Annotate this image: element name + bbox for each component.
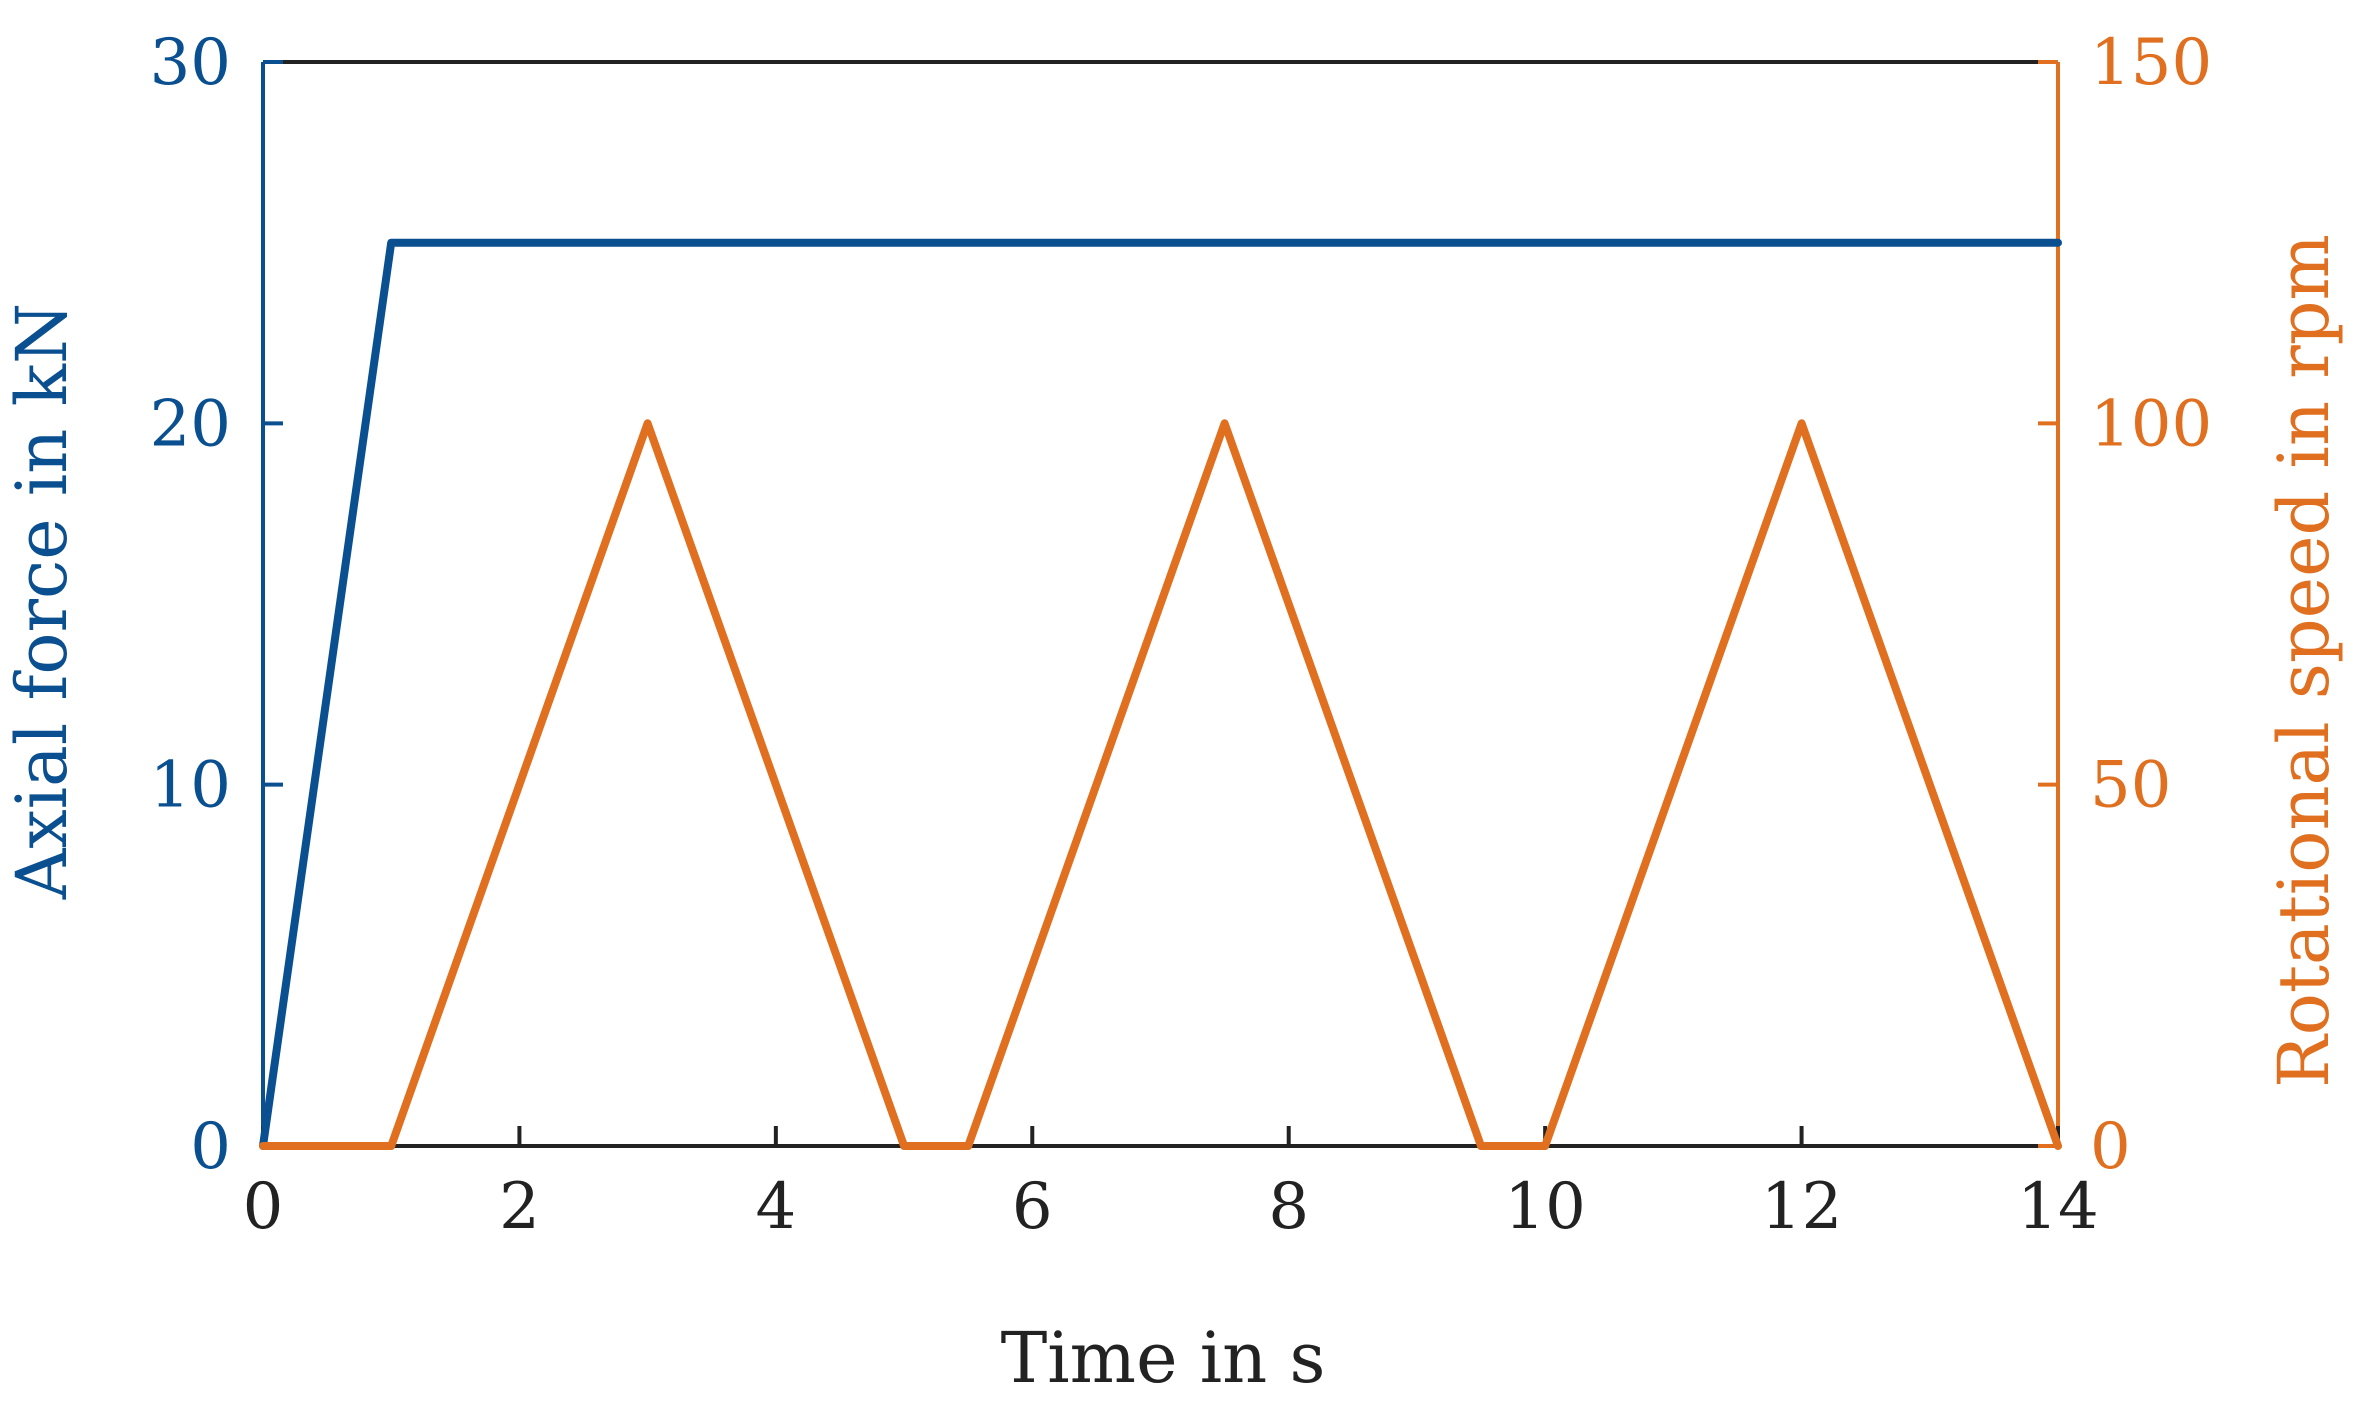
x-tick-label: 6 <box>1012 1170 1053 1244</box>
x-axis-ticks: 0 2 4 6 8 10 12 14 <box>243 1126 2099 1244</box>
left-y-tick-label: 10 <box>150 749 231 823</box>
right-y-axis-ticks: 0 50 100 150 <box>2038 26 2212 1184</box>
rotational-speed-line <box>259 419 2062 1150</box>
x-tick-label: 14 <box>2017 1170 2098 1244</box>
right-y-axis-label: Rotational speed in rpm <box>2263 234 2345 1088</box>
series-lines <box>259 238 2062 1150</box>
right-y-tick-label: 0 <box>2090 1110 2131 1184</box>
left-y-tick-label: 20 <box>150 387 231 461</box>
right-y-tick-label: 100 <box>2090 387 2212 461</box>
x-tick-label: 10 <box>1504 1170 1585 1244</box>
x-tick-label: 12 <box>1761 1170 1842 1244</box>
x-tick-label: 2 <box>499 1170 540 1244</box>
left-y-axis-label: Axial force in kN <box>1 303 83 901</box>
x-tick-label: 4 <box>755 1170 796 1244</box>
axial-force-line <box>259 238 2062 1150</box>
left-y-tick-label: 0 <box>190 1110 231 1184</box>
right-y-tick-label: 50 <box>2090 749 2171 823</box>
x-tick-label: 8 <box>1268 1170 1309 1244</box>
left-y-tick-label: 30 <box>150 26 231 100</box>
x-axis-label: Time in s <box>1001 1317 1326 1399</box>
right-y-tick-label: 150 <box>2090 26 2212 100</box>
x-tick-label: 0 <box>243 1170 284 1244</box>
